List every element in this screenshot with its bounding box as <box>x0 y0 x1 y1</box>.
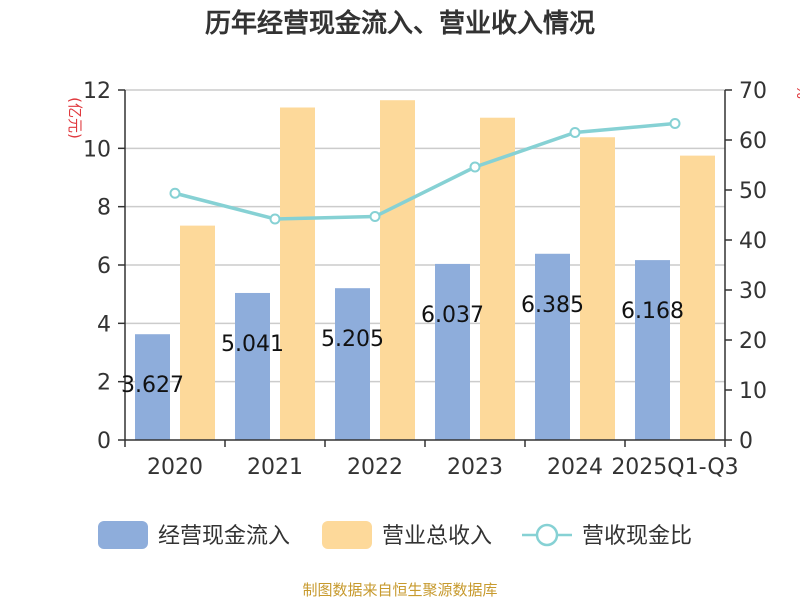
chart-title: 历年经营现金流入、营业收入情况 <box>205 8 595 39</box>
bar-cash-inflow <box>535 253 570 440</box>
ratio-line-group <box>169 118 681 225</box>
x-axis-tick: 2022 <box>347 455 403 480</box>
data-label: 5.041 <box>221 332 284 357</box>
bar-cash-inflow <box>235 292 270 440</box>
right-axis-tick: 40 <box>739 229 767 254</box>
bar-revenue <box>180 225 215 440</box>
bar-revenue <box>380 100 415 440</box>
right-axis-tick: 60 <box>739 129 767 154</box>
legend-label: 营收现金比 <box>582 524 692 549</box>
right-axis-unit: % <box>793 85 800 99</box>
ratio-point <box>469 161 481 173</box>
left-axis-tick: 8 <box>97 196 111 221</box>
x-axis-tick: 2020 <box>147 455 203 480</box>
left-axis-tick: 6 <box>97 254 111 279</box>
bar-cash-inflow <box>335 288 370 440</box>
bar-cash-inflow <box>435 263 470 440</box>
right-axis-tick: 50 <box>739 179 767 204</box>
legend-swatch <box>98 521 148 549</box>
data-label: 5.205 <box>321 327 384 352</box>
left-axis-unit: (亿元) <box>66 97 84 139</box>
ratio-line <box>174 121 676 221</box>
bars-group <box>135 100 715 440</box>
data-label: 6.385 <box>521 293 584 318</box>
ratio-point <box>269 213 281 225</box>
ratio-point <box>569 127 581 138</box>
bar-revenue <box>580 137 615 440</box>
right-axis-tick: 30 <box>739 279 767 304</box>
ratio-point <box>369 211 381 222</box>
source-note: 制图数据来自恒生聚源数据库 <box>302 581 497 599</box>
legend-line-marker <box>535 523 559 547</box>
legend-swatch <box>322 521 372 549</box>
data-labels-group: 3.627 5.041 5.205 6.037 6.385 6.168 <box>121 293 684 398</box>
left-axis-tick: 12 <box>83 79 111 104</box>
right-axis-tick: 20 <box>739 329 767 354</box>
right-axis-tick: 10 <box>739 379 767 404</box>
bar-cash-inflow <box>135 334 170 440</box>
legend: 经营现金流入 营业总收入 营收现金比 <box>98 521 692 549</box>
left-axis-tick: 10 <box>83 137 111 162</box>
legend-label: 营业总收入 <box>382 524 492 549</box>
bar-cash-inflow <box>635 260 670 440</box>
data-label: 6.037 <box>421 303 484 328</box>
x-axis-tick: 2025Q1-Q3 <box>611 455 738 480</box>
bar-revenue <box>280 107 315 440</box>
data-label: 3.627 <box>121 373 184 398</box>
right-axis-tick: 0 <box>739 429 753 454</box>
left-axis-tick: 4 <box>97 312 111 337</box>
x-axis-tick: 2021 <box>247 455 303 480</box>
axes-group: 0 2 4 6 8 10 12 0 10 20 30 40 50 60 70 2020 2021 2022 2023… <box>83 79 767 480</box>
ratio-point <box>169 187 181 199</box>
bar-revenue <box>680 155 715 440</box>
ratio-point <box>669 118 681 129</box>
x-axis-tick: 2024 <box>547 455 603 480</box>
legend-label: 经营现金流入 <box>158 524 290 549</box>
right-axis-tick: 70 <box>739 79 767 104</box>
left-axis-tick: 2 <box>97 371 111 396</box>
data-label: 6.168 <box>621 299 684 324</box>
x-axis-tick: 2023 <box>447 455 503 480</box>
bar-revenue <box>480 117 515 440</box>
left-axis-tick: 0 <box>97 429 111 454</box>
